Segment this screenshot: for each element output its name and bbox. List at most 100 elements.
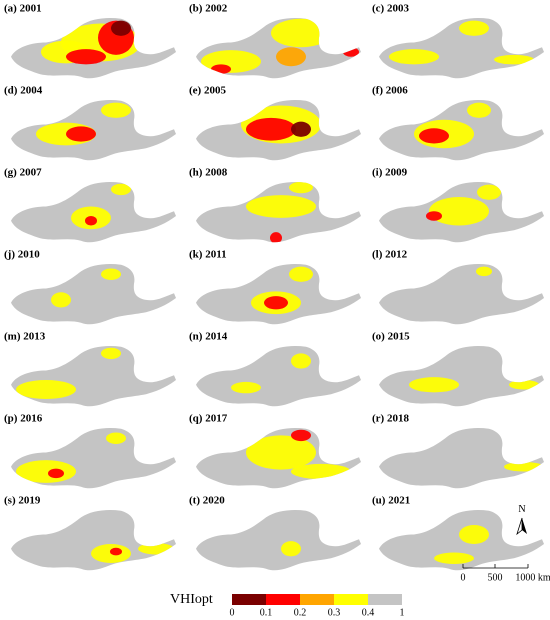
drought-patch bbox=[271, 18, 331, 48]
drought-areas bbox=[281, 541, 301, 557]
panel-label: (k) 2011 bbox=[189, 249, 227, 261]
scale-label: 500 bbox=[488, 572, 503, 583]
drought-patch bbox=[101, 347, 121, 360]
panel-label: (r) 2018 bbox=[372, 413, 409, 425]
drought-patch bbox=[106, 432, 126, 444]
legend-tick-label: 0.4 bbox=[362, 607, 375, 618]
scale-label: 0 bbox=[461, 572, 466, 583]
drought-patch bbox=[138, 543, 174, 555]
drought-patch bbox=[343, 47, 359, 57]
scale-bar bbox=[462, 564, 529, 569]
drought-patch bbox=[429, 197, 489, 226]
panel-label: (j) 2010 bbox=[4, 249, 40, 261]
basin bbox=[379, 428, 544, 489]
map-panel: (d) 2004 bbox=[4, 85, 176, 161]
drought-patch bbox=[289, 182, 313, 194]
map-panel: (l) 2012 bbox=[372, 249, 544, 325]
drought-patch bbox=[477, 184, 501, 200]
drought-areas bbox=[251, 266, 313, 315]
legend-title: VHIopt bbox=[170, 592, 213, 607]
drought-patch bbox=[281, 541, 301, 557]
map bbox=[379, 264, 544, 325]
map-panel: (h) 2008 bbox=[189, 167, 361, 243]
panel-label: (h) 2008 bbox=[189, 167, 228, 179]
legend-swatch bbox=[334, 594, 368, 605]
drought-patch bbox=[246, 195, 316, 218]
map bbox=[11, 510, 176, 571]
scale-label: 1000 km bbox=[515, 572, 550, 583]
map-panel: (j) 2010 bbox=[4, 249, 176, 325]
map-panel: (u) 2021 bbox=[372, 495, 544, 571]
drought-areas bbox=[476, 266, 492, 277]
panel-label: (e) 2005 bbox=[189, 85, 226, 97]
map bbox=[196, 100, 361, 161]
map bbox=[11, 428, 176, 489]
drought-patch bbox=[459, 20, 489, 36]
map bbox=[11, 18, 176, 79]
basin bbox=[379, 264, 544, 325]
drought-areas bbox=[51, 268, 121, 308]
legend-tick-label: 0.2 bbox=[294, 607, 307, 618]
drought-patch bbox=[101, 268, 121, 280]
panel-label: (m) 2013 bbox=[4, 331, 46, 343]
drought-patch bbox=[291, 353, 311, 369]
map bbox=[196, 18, 361, 79]
panel-label: (b) 2002 bbox=[189, 3, 228, 15]
drought-patch bbox=[85, 216, 97, 226]
basin bbox=[196, 510, 361, 571]
map-panel: (o) 2015 bbox=[372, 331, 544, 407]
drought-patch bbox=[16, 460, 76, 483]
panel-label: (q) 2017 bbox=[189, 413, 228, 425]
drought-areas bbox=[36, 102, 131, 146]
drought-patch bbox=[48, 468, 64, 479]
drought-patch bbox=[291, 463, 351, 480]
drought-areas bbox=[241, 105, 321, 144]
map bbox=[379, 510, 544, 571]
panel-label: (a) 2001 bbox=[4, 3, 42, 15]
map bbox=[11, 182, 176, 243]
drought-areas bbox=[409, 377, 539, 393]
map-panel: (k) 2011 bbox=[189, 249, 361, 325]
drought-areas bbox=[41, 20, 141, 65]
map-panel: (i) 2009 bbox=[372, 167, 544, 243]
map bbox=[379, 18, 544, 79]
basin bbox=[11, 264, 176, 325]
drought-patch bbox=[66, 126, 96, 142]
map-panel: (f) 2006 bbox=[372, 85, 544, 161]
map-panel: (t) 2020 bbox=[189, 495, 361, 571]
panel-label: (p) 2016 bbox=[4, 413, 43, 425]
basin bbox=[379, 346, 544, 407]
drought-patch bbox=[409, 377, 459, 393]
panel-label: (d) 2004 bbox=[4, 85, 43, 97]
legend-tick-label: 0 bbox=[230, 607, 235, 618]
legend-tick-label: 0.3 bbox=[328, 607, 341, 618]
drought-patch bbox=[111, 20, 131, 36]
drought-patch bbox=[211, 64, 231, 74]
panel-label: (n) 2014 bbox=[189, 331, 228, 343]
drought-areas bbox=[246, 182, 316, 243]
legend-swatch bbox=[300, 594, 334, 605]
basin bbox=[196, 346, 361, 407]
drought-patch bbox=[66, 49, 106, 65]
map bbox=[196, 264, 361, 325]
panel-label: (u) 2021 bbox=[372, 495, 410, 507]
drought-areas bbox=[16, 347, 121, 399]
legend-swatch bbox=[266, 594, 300, 605]
panel-label: (g) 2007 bbox=[4, 167, 42, 179]
north-label: N bbox=[518, 504, 525, 515]
map bbox=[379, 346, 544, 407]
drought-patch bbox=[101, 102, 131, 118]
arrow-half bbox=[522, 518, 527, 534]
map bbox=[196, 346, 361, 407]
map-panel: (g) 2007 bbox=[4, 167, 176, 243]
legend-tick-label: 0.1 bbox=[260, 607, 273, 618]
drought-patch bbox=[389, 49, 439, 65]
map-panel: (q) 2017 bbox=[189, 413, 361, 489]
map bbox=[379, 100, 544, 161]
drought-areas bbox=[434, 525, 489, 564]
drought-patch bbox=[289, 266, 313, 282]
map bbox=[11, 100, 176, 161]
map bbox=[196, 510, 361, 571]
drought-patch bbox=[246, 117, 296, 141]
